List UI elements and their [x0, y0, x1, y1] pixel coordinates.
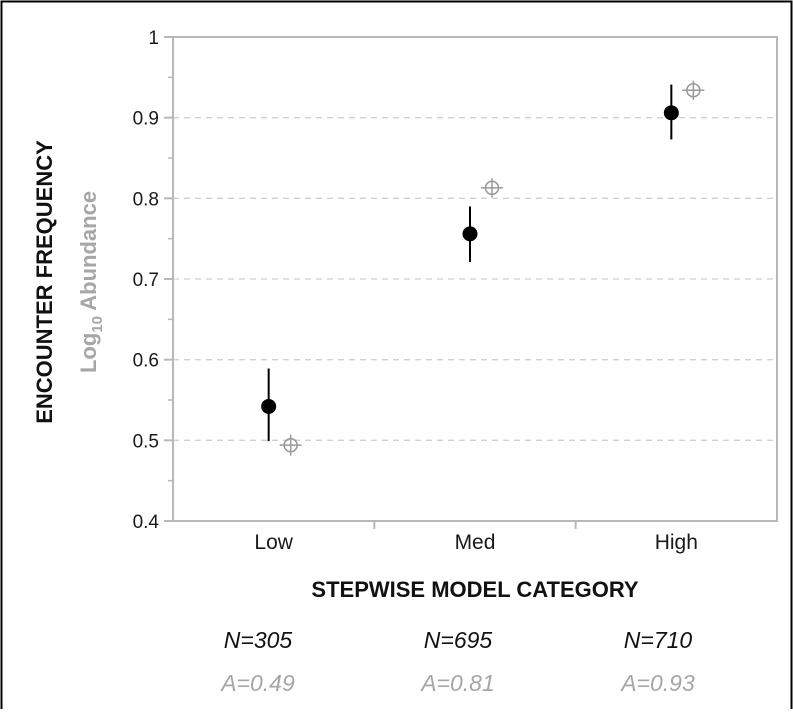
y-tick-label: 0.9 — [133, 109, 159, 130]
x-category-label: Med — [455, 531, 496, 554]
y2-prefix: Log — [76, 333, 101, 373]
x-axis-ticks: Low Med High — [254, 521, 698, 554]
y-tick-label: 1 — [148, 28, 159, 49]
data-point-open — [686, 82, 701, 98]
data-point-filled — [462, 226, 478, 242]
y-axis-title: ENCOUNTER FREQUENCY — [32, 140, 57, 424]
a-label-low: A=0.49 — [219, 670, 295, 696]
y2-suffix: Abundance — [76, 191, 101, 316]
y-tick-label: 0.7 — [133, 270, 159, 291]
data-point-open — [484, 180, 500, 196]
x-category-label: High — [655, 531, 698, 554]
n-label-low: N=305 — [224, 627, 293, 653]
data-point-filled — [663, 105, 679, 121]
a-label-med: A=0.81 — [419, 670, 495, 696]
data-series — [261, 80, 705, 456]
data-point-open — [283, 437, 298, 453]
n-label-high: N=710 — [624, 627, 693, 653]
grid-lines — [173, 117, 777, 441]
y-axis-secondary-title: Log10 Abundance — [76, 191, 106, 373]
data-point-filled — [261, 398, 277, 414]
x-axis-title: STEPWISE MODEL CATEGORY — [311, 577, 639, 602]
y-tick-label: 0.6 — [133, 351, 159, 372]
n-label-med: N=695 — [424, 627, 493, 653]
y-tick-label: 0.5 — [133, 431, 159, 452]
y-axis-ticks: 0.4 0.5 0.6 0.7 0.8 0.9 1 — [133, 28, 173, 533]
y-tick-label: 0.4 — [133, 512, 160, 533]
y-tick-label: 0.8 — [133, 189, 159, 210]
x-category-label: Low — [254, 531, 293, 554]
a-label-high: A=0.93 — [619, 670, 695, 696]
y2-subscript: 10 — [89, 316, 106, 333]
